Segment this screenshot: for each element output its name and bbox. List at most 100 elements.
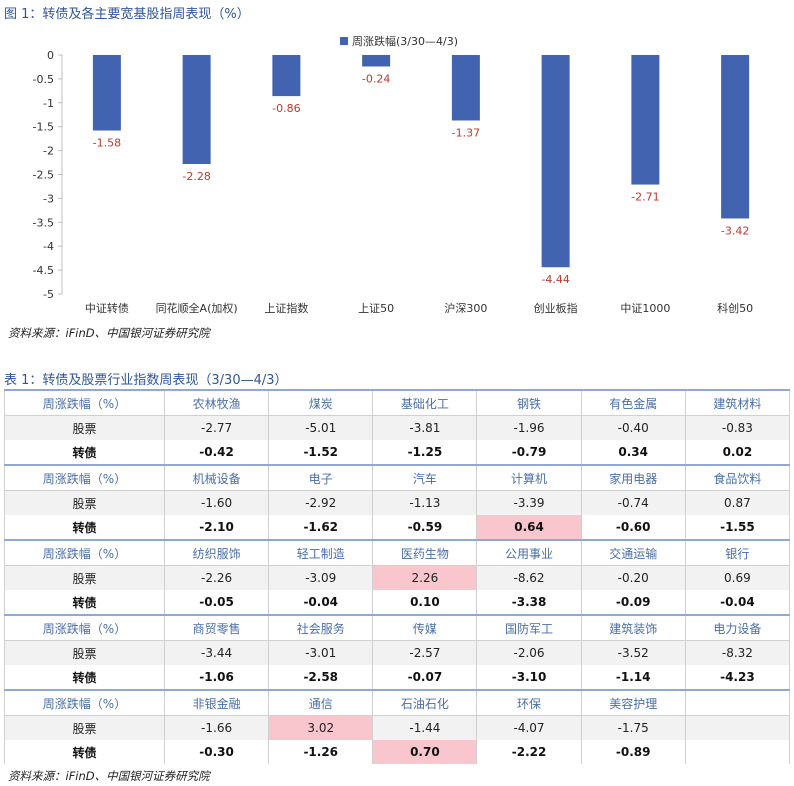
industry-name: 美容护理 bbox=[580, 689, 686, 716]
industry-name: 银行 bbox=[684, 539, 791, 566]
cb-value: -0.09 bbox=[580, 590, 686, 615]
data-label: -0.24 bbox=[362, 72, 390, 85]
industry-name: 社会服务 bbox=[268, 614, 374, 641]
industry-table: 周涨跌幅（%） 农林牧渔 煤炭 基础化工 钢铁 有色金属 建筑材料 股票 -2.77 -5.01-… bbox=[4, 389, 791, 764]
industry-name: 环保 bbox=[476, 689, 582, 716]
data-label: -0.86 bbox=[272, 102, 300, 115]
stock-value: -2.92 bbox=[268, 490, 374, 515]
table-caption: 表 1：转债及股票行业指数周表现（3/30—4/3） bbox=[4, 373, 288, 388]
row-label: 周涨跌幅（%） bbox=[4, 389, 165, 416]
cb-value: -0.04 bbox=[268, 590, 374, 615]
row-label: 转债 bbox=[4, 665, 165, 690]
cb-value: -1.14 bbox=[580, 665, 686, 690]
industry-name: 钢铁 bbox=[476, 389, 582, 416]
cb-value: -0.07 bbox=[372, 665, 478, 690]
figure-caption: 图 1：转债及各主要宽基股指周表现（%） bbox=[4, 7, 250, 22]
industry-name: 轻工制造 bbox=[268, 539, 374, 566]
bar bbox=[631, 55, 660, 185]
stock-value: -3.01 bbox=[268, 640, 374, 665]
x-tick-label: 中证1000 bbox=[620, 302, 670, 315]
stock-value: -1.44 bbox=[372, 715, 478, 740]
industry-name: 机械设备 bbox=[163, 464, 270, 491]
y-tick-label: -4 bbox=[43, 240, 54, 253]
cb-value: 0.70 bbox=[372, 740, 478, 764]
cb-value: -0.59 bbox=[372, 515, 478, 540]
stock-row: 股票 -3.44 -3.01 -2.57 -2.06 -3.52 -8.32 bbox=[4, 640, 791, 665]
x-tick-label: 中证转债 bbox=[85, 301, 129, 315]
y-tick-label: -3.5 bbox=[33, 216, 54, 229]
stock-value: -4.07 bbox=[476, 715, 582, 740]
cb-value: 0.34 bbox=[580, 440, 686, 465]
cb-row: 转债 -2.10 -1.62 -0.59 0.64 -0.60 -1.55 bbox=[4, 515, 791, 540]
empty-cell bbox=[684, 740, 791, 764]
stock-row: 股票 -1.60 -2.92 -1.13 -3.39 -0.74 0.87 bbox=[4, 490, 791, 515]
industry-name: 交通运输 bbox=[580, 539, 686, 566]
row-label: 周涨跌幅（%） bbox=[4, 464, 165, 491]
stock-value: -2.26 bbox=[163, 565, 270, 590]
data-label: -2.71 bbox=[631, 191, 659, 204]
stock-row: 股票 -2.77 -5.01 -3.81 -1.96 -0.40 -0.83 bbox=[4, 415, 791, 440]
cb-value: -1.62 bbox=[268, 515, 374, 540]
x-tick-label: 科创50 bbox=[717, 301, 753, 315]
industry-name: 商贸零售 bbox=[163, 614, 270, 641]
bar bbox=[92, 55, 121, 131]
row-label: 股票 bbox=[4, 565, 165, 590]
header-row: 周涨跌幅（%） 非银金融 通信 石油石化 环保 美容护理 bbox=[4, 689, 791, 716]
header-row: 周涨跌幅（%） 商贸零售 社会服务 传媒 国防军工 建筑装饰 电力设备 bbox=[4, 614, 791, 641]
header-row: 周涨跌幅（%） 机械设备 电子 汽车 计算机 家用电器 食品饮料 bbox=[4, 464, 791, 491]
industry-name: 医药生物 bbox=[372, 539, 478, 566]
table-source: 资料来源：iFinD、中国银河证券研究院 bbox=[8, 769, 210, 783]
stock-value: -1.96 bbox=[476, 415, 582, 440]
stock-value: -2.77 bbox=[163, 415, 270, 440]
legend-label: 周涨跌幅(3/30—4/3) bbox=[352, 34, 458, 48]
chart: 0 -0.5 -1 -1.5 -2 -2.5 -3 -3.5 -4 -4.5 -5 周涨跌幅(3/30… bbox=[33, 34, 754, 315]
x-tick-label: 同花顺全A(加权) bbox=[156, 301, 238, 315]
bar bbox=[451, 55, 480, 121]
y-tick-label: -4.5 bbox=[33, 264, 54, 277]
cb-value: -2.22 bbox=[476, 740, 582, 764]
industry-name: 计算机 bbox=[476, 464, 582, 491]
industry-name: 通信 bbox=[268, 689, 374, 716]
industry-name: 国防军工 bbox=[476, 614, 582, 641]
industry-name: 电力设备 bbox=[684, 614, 791, 641]
row-label: 股票 bbox=[4, 415, 165, 440]
industry-name: 传媒 bbox=[372, 614, 478, 641]
data-label: -4.44 bbox=[541, 273, 569, 286]
cb-value: -2.58 bbox=[268, 665, 374, 690]
stock-value: -3.44 bbox=[163, 640, 270, 665]
industry-name: 纺织服饰 bbox=[163, 539, 270, 566]
stock-row: 股票 -1.66 3.02 -1.44 -4.07 -1.75 bbox=[4, 715, 791, 740]
stock-value: 0.87 bbox=[684, 490, 791, 515]
cb-value: -0.30 bbox=[163, 740, 270, 764]
cb-value: -1.06 bbox=[163, 665, 270, 690]
stock-value: -2.06 bbox=[476, 640, 582, 665]
y-tick-label: -2.5 bbox=[33, 169, 54, 182]
bar bbox=[721, 55, 750, 219]
stock-value: -8.62 bbox=[476, 565, 582, 590]
data-label: -2.28 bbox=[182, 170, 210, 183]
industry-name: 农林牧渔 bbox=[163, 389, 270, 416]
cb-value: 0.10 bbox=[372, 590, 478, 615]
x-tick-label: 上证指数 bbox=[264, 301, 308, 315]
row-label: 转债 bbox=[4, 515, 165, 540]
stock-value: 3.02 bbox=[268, 715, 374, 740]
stock-row: 股票 -2.26 -3.09 2.26 -8.62 -0.20 0.69 bbox=[4, 565, 791, 590]
x-tick-label: 沪深300 bbox=[444, 301, 487, 315]
y-tick-label: -5 bbox=[43, 288, 54, 301]
industry-name: 家用电器 bbox=[580, 464, 686, 491]
industry-name: 基础化工 bbox=[372, 389, 478, 416]
y-tick-label: -3 bbox=[43, 192, 54, 205]
cb-row: 转债 -0.30 -1.26 0.70 -2.22 -0.89 bbox=[4, 740, 791, 764]
cb-row: 转债 -0.42 -1.52 -1.25 -0.79 0.34 0.02 bbox=[4, 440, 791, 465]
industry-name: 食品饮料 bbox=[684, 464, 791, 491]
stock-value: -1.13 bbox=[372, 490, 478, 515]
industry-name: 汽车 bbox=[372, 464, 478, 491]
data-label: -3.42 bbox=[721, 224, 749, 237]
industry-name: 公用事业 bbox=[476, 539, 582, 566]
stock-value: -0.20 bbox=[580, 565, 686, 590]
bar bbox=[182, 55, 211, 164]
data-label: -1.58 bbox=[93, 137, 121, 150]
cb-value: -4.23 bbox=[684, 665, 791, 690]
row-label: 股票 bbox=[4, 640, 165, 665]
industry-name: 建筑装饰 bbox=[580, 614, 686, 641]
